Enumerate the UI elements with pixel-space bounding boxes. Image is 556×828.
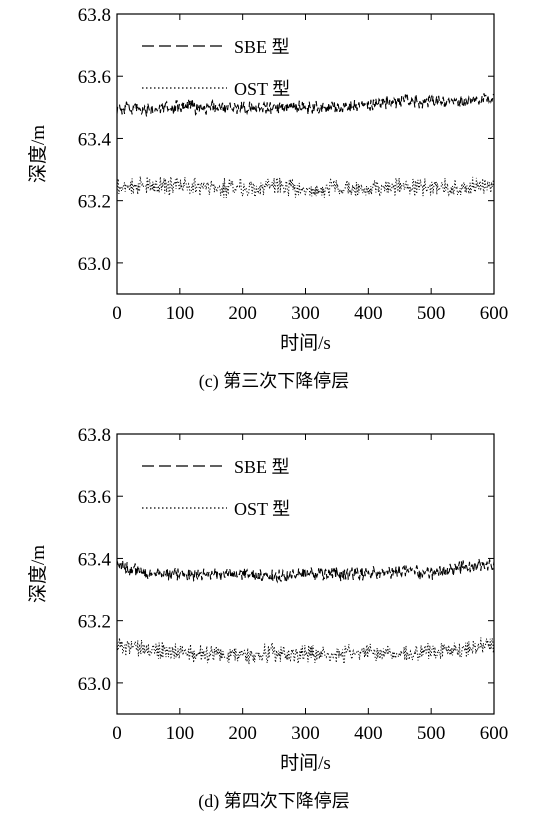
legend-label-ost: OST 型	[234, 79, 290, 99]
x-tick-label: 0	[112, 723, 122, 744]
y-tick-label: 63.2	[78, 192, 111, 213]
y-tick-label: 63.2	[78, 612, 111, 633]
legend-label-sbe: SBE 型	[234, 37, 290, 57]
chart-panel-c: 0 100 200 300 400 500 600 63.0 63.2 63.4 63.6 63.8 时…	[0, 0, 556, 400]
chart-panel-d: 0 100 200 300 400 500 600 63.0 63.2 63.4 63.6 63.8 时…	[0, 420, 556, 820]
x-tick-label: 300	[291, 303, 320, 324]
x-tick-label: 600	[480, 303, 509, 324]
series-line-sbe	[117, 558, 494, 584]
y-tick-label: 63.4	[78, 129, 112, 150]
x-tick-label: 400	[354, 303, 383, 324]
x-tick-label: 100	[166, 723, 195, 744]
x-tick-label: 200	[228, 303, 257, 324]
chart-caption: (d) 第四次下降停层	[198, 791, 350, 812]
y-tick-label: 63.4	[78, 549, 112, 570]
y-tick-label: 63.0	[78, 254, 111, 275]
y-tick-label: 63.0	[78, 674, 111, 695]
x-tick-label: 0	[112, 303, 122, 324]
plot-frame	[116, 13, 495, 295]
x-tick-label: 100	[166, 303, 195, 324]
x-tick-label: 400	[354, 723, 383, 744]
x-tick-label: 300	[291, 723, 320, 744]
chart-svg-c: 0 100 200 300 400 500 600 63.0 63.2 63.4 63.6 63.8 时…	[27, 5, 509, 392]
x-axis-label: 时间/s	[280, 752, 331, 774]
x-axis-label: 时间/s	[280, 332, 331, 354]
legend-label-ost: OST 型	[234, 499, 290, 519]
y-tick-label: 63.6	[78, 487, 111, 508]
x-tick-label: 500	[417, 303, 446, 324]
series-line-ost	[117, 637, 494, 665]
x-tick-label: 600	[480, 723, 509, 744]
x-tick-label: 500	[417, 723, 446, 744]
chart-caption: (c) 第三次下降停层	[199, 371, 349, 392]
y-tick-label: 63.6	[78, 67, 111, 88]
y-tick-label: 63.8	[78, 5, 111, 26]
y-axis-label: 深度/m	[27, 545, 49, 603]
x-tick-label: 200	[228, 723, 257, 744]
series-line-sbe	[117, 92, 494, 117]
y-axis-label: 深度/m	[27, 125, 49, 183]
chart-svg-d: 0 100 200 300 400 500 600 63.0 63.2 63.4 63.6 63.8 时…	[27, 425, 509, 812]
y-tick-label: 63.8	[78, 425, 111, 446]
legend-label-sbe: SBE 型	[234, 457, 290, 477]
series-line-ost	[117, 176, 494, 199]
